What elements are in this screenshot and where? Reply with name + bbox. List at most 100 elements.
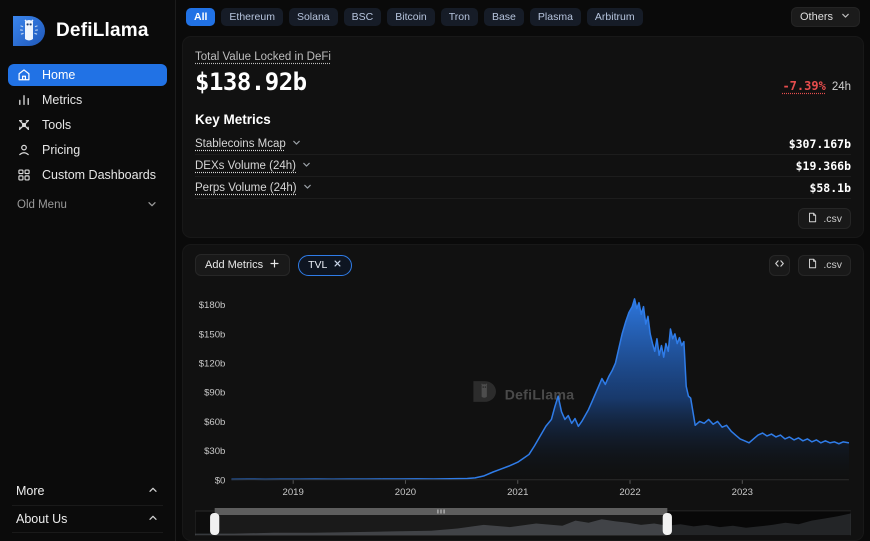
chain-tab-label: Solana <box>296 11 330 23</box>
sidebar-nav: Home Metrics Tools <box>0 64 175 186</box>
chevron-up-icon <box>147 484 159 499</box>
brand-name: DefiLlama <box>56 20 149 41</box>
sidebar-item-label: Tools <box>42 118 72 132</box>
chain-tab-label: Base <box>491 11 516 23</box>
brand[interactable]: DefiLlama <box>0 0 175 60</box>
chain-tab-solana[interactable]: Solana <box>288 8 338 26</box>
chevron-down-icon <box>291 135 302 153</box>
chain-tab-bsc[interactable]: BSC <box>343 8 382 26</box>
chain-tab-label: Bitcoin <box>395 11 427 23</box>
x-axis-tick-label: 2019 <box>283 487 304 498</box>
sidebar-item-label: Home <box>42 68 76 82</box>
chain-tab-base[interactable]: Base <box>483 8 524 26</box>
sidebar-item-label: Metrics <box>42 93 83 107</box>
sidebar-item-custom-dashboards[interactable]: Custom Dashboards <box>8 164 167 186</box>
brush-svg[interactable] <box>194 508 852 537</box>
x-axis-tick-label: 2021 <box>507 487 528 498</box>
sidebar-item-more[interactable]: More <box>12 477 163 505</box>
tvl-label[interactable]: Total Value Locked in DeFi <box>195 51 331 63</box>
download-csv-button[interactable]: .csv <box>798 208 851 229</box>
x-axis-tick-label: 2023 <box>732 487 753 498</box>
chevron-down-icon <box>840 10 851 24</box>
file-csv-icon <box>807 212 818 226</box>
key-metric-row-dexs-volume[interactable]: DEXs Volume (24h) $19.366b <box>195 155 851 177</box>
key-metric-name-wrap[interactable]: Perps Volume (24h) <box>195 179 313 197</box>
key-metric-row-perps-volume[interactable]: Perps Volume (24h) $58.1b <box>195 177 851 199</box>
sidebar-item-about-us[interactable]: About Us <box>12 505 163 533</box>
chart-download-csv-label: .csv <box>823 259 842 271</box>
sidebar: DefiLlama Home Metrics <box>0 0 176 541</box>
chart-download-csv-button[interactable]: .csv <box>798 254 851 276</box>
chain-tab-all[interactable]: All <box>186 8 216 26</box>
others-dropdown[interactable]: Others <box>790 7 860 27</box>
sidebar-item-label: Pricing <box>42 143 81 157</box>
key-metric-name-wrap[interactable]: Stablecoins Mcap <box>195 135 302 153</box>
embed-chart-button[interactable] <box>769 254 791 276</box>
chain-tab-label: Arbitrum <box>594 11 635 23</box>
add-metrics-button[interactable]: Add Metrics <box>195 254 291 276</box>
chain-tab-ethereum[interactable]: Ethereum <box>221 8 283 26</box>
plus-icon <box>269 258 280 272</box>
dashboard-grid-icon <box>17 168 31 182</box>
sidebar-item-home[interactable]: Home <box>8 64 167 86</box>
chevron-up-icon <box>147 512 159 527</box>
brush-dim-right <box>667 511 851 536</box>
x-axis-ticks <box>292 479 743 484</box>
brush-inner[interactable] <box>194 508 852 537</box>
sidebar-item-label: Custom Dashboards <box>42 168 156 182</box>
y-axis-tick-label: $90b <box>204 388 225 399</box>
chevron-down-icon <box>301 157 312 175</box>
chart-toolbar: Add Metrics TVL <box>183 245 863 282</box>
tvl-change-period: 24h <box>831 81 851 93</box>
key-metric-name-wrap[interactable]: DEXs Volume (24h) <box>195 157 312 175</box>
key-metric-value: $19.366b <box>795 158 851 173</box>
chain-tab-label: All <box>194 11 208 23</box>
brush-grip-lines <box>437 509 445 514</box>
close-icon[interactable] <box>333 259 342 271</box>
overview-actions: .csv <box>195 199 851 229</box>
key-metric-name: DEXs Volume (24h) <box>195 159 296 172</box>
chain-tab-bitcoin[interactable]: Bitcoin <box>387 8 435 26</box>
chain-tab-tron[interactable]: Tron <box>440 8 478 26</box>
key-metric-name: Perps Volume (24h) <box>195 181 297 194</box>
x-axis-tick-label: 2022 <box>619 487 640 498</box>
chain-tab-arbitrum[interactable]: Arbitrum <box>586 8 643 26</box>
chart-range-brush[interactable] <box>183 506 863 540</box>
y-axis-tick-label: $180b <box>199 300 226 311</box>
key-metric-value: $58.1b <box>809 180 851 195</box>
tvl-value: $138.92b <box>195 68 307 96</box>
sidebar-footer: More About Us <box>0 477 175 541</box>
chain-tab-plasma[interactable]: Plasma <box>529 8 581 26</box>
others-label: Others <box>799 11 833 23</box>
defillama-logo-icon <box>10 12 48 50</box>
metric-chip-tvl[interactable]: TVL <box>298 254 353 276</box>
sidebar-footer-label: About Us <box>16 512 68 526</box>
chevron-down-icon <box>302 179 313 197</box>
sidebar-old-menu[interactable]: Old Menu <box>0 194 175 216</box>
sidebar-item-tools[interactable]: Tools <box>8 114 167 136</box>
old-menu-label: Old Menu <box>17 199 67 211</box>
x-axis-tick-labels: 2019 2020 2021 2022 2023 <box>283 487 753 498</box>
tvl-area-chart[interactable]: $0$30b$60b$90b$120b$150b$180b 2019 2020 20… <box>183 282 853 506</box>
sidebar-item-metrics[interactable]: Metrics <box>8 89 167 111</box>
chart-area[interactable]: $0 $30b $60b $90b $120b $150b $180b 2019 2020 20… <box>183 282 863 506</box>
bar-chart-icon <box>17 93 31 107</box>
brush-selection[interactable] <box>214 511 668 536</box>
x-axis-tick-label: 2020 <box>395 487 416 498</box>
chart-area-fill <box>231 298 849 480</box>
tvl-change-pct[interactable]: -7.39% <box>782 79 826 93</box>
sidebar-item-pricing[interactable]: Pricing <box>8 139 167 161</box>
brush-handle-right[interactable] <box>662 513 672 535</box>
download-csv-label: .csv <box>823 212 842 225</box>
metric-chip-label: TVL <box>308 259 328 271</box>
key-metric-row-stablecoins[interactable]: Stablecoins Mcap $307.167b <box>195 133 851 155</box>
y-axis-tick-labels: $0 $30b $60b $90b $120b $150b $180b <box>199 300 226 486</box>
add-metrics-label: Add Metrics <box>205 259 264 271</box>
tools-icon <box>17 118 31 132</box>
file-csv-icon <box>807 258 818 272</box>
brush-handle-left[interactable] <box>210 513 220 535</box>
sidebar-footer-label: More <box>16 484 45 498</box>
tvl-change: -7.39% 24h <box>782 79 851 96</box>
code-embed-icon <box>774 258 785 272</box>
